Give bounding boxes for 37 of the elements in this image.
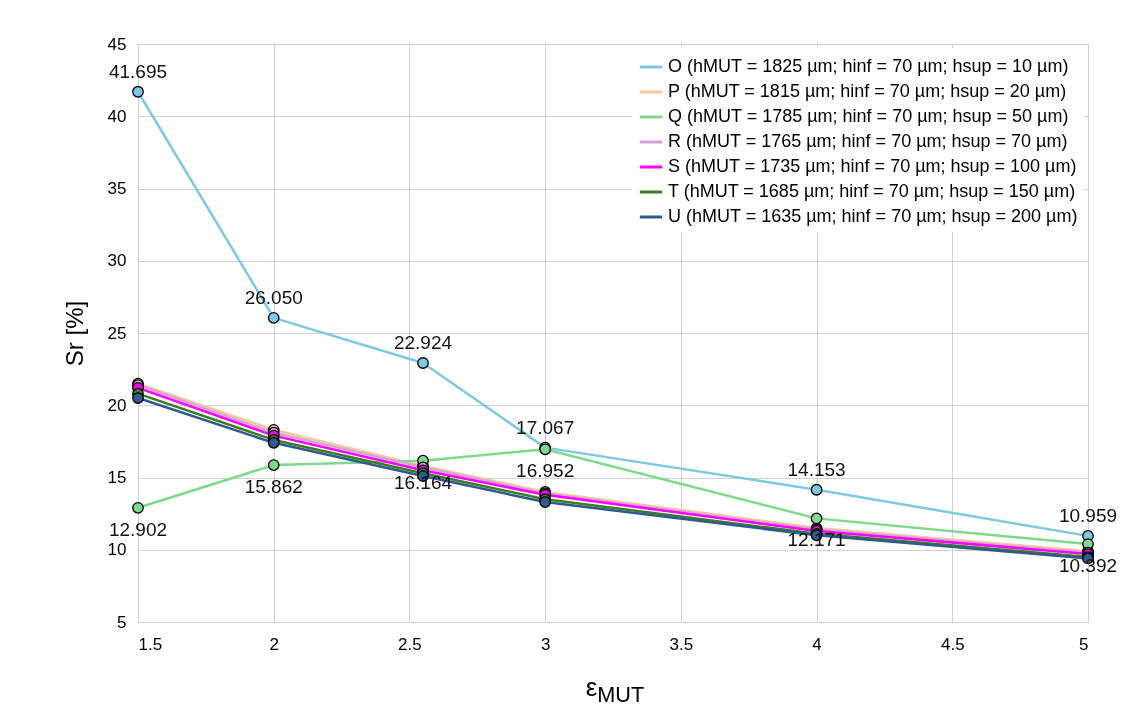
y-tick-label: 25	[107, 323, 127, 343]
data-label: 16.164	[393, 471, 453, 493]
x-tick-label: 4.5	[940, 634, 965, 654]
x-tick-label: 5	[1079, 634, 1089, 654]
legend-label: S (hMUT = 1735 µm; hinf = 70 µm; hsup = 100 µm)	[668, 156, 1077, 176]
y-tick-label: 15	[107, 468, 127, 487]
x-tick-label: 1.5	[138, 634, 163, 654]
legend-label: U (hMUT = 1635 µm; hinf = 70 µm; hsup = 200 µm)	[668, 206, 1078, 226]
data-label: 14.153	[787, 458, 846, 480]
y-tick-label: 5	[117, 612, 127, 632]
legend-label: O (hMUT = 1825 µm; hinf = 70 µm; hsup = 10 µm)	[668, 56, 1069, 76]
data-label: 41.695	[108, 60, 168, 82]
legend-label: Q (hMUT = 1785 µm; hinf = 70 µm; hsup = 50 µm)	[668, 106, 1069, 126]
y-tick-label: 35	[107, 179, 127, 198]
data-label: 10.392	[1058, 555, 1118, 577]
data-label: 22.924	[393, 332, 453, 353]
legend-label: R (hMUT = 1765 µm; hinf = 70 µm; hsup = 70 µm)	[668, 131, 1068, 151]
x-tick-label: 3.5	[669, 634, 694, 654]
data-label: 16.952	[516, 460, 575, 482]
data-label: 15.862	[244, 476, 303, 498]
y-tick-label: 30	[107, 251, 127, 271]
y-tick-label: 10	[107, 540, 127, 560]
x-tick-label: 2.5	[398, 634, 422, 654]
x-tick-label: 2	[269, 634, 279, 654]
y-tick-label: 20	[107, 395, 127, 415]
legend-label: P (hMUT = 1815 µm; hinf = 70 µm; hsup = 20 µm)	[668, 81, 1067, 101]
x-axis-title: ε$_{MUT}$	[584, 672, 646, 709]
x-tick-label: 4	[812, 634, 822, 654]
y-tick-label: 45	[107, 34, 127, 54]
data-label: 17.067	[516, 416, 575, 438]
data-label: 26.050	[244, 286, 303, 308]
data-label: 12.902	[108, 518, 168, 540]
y-tick-label: 40	[107, 106, 127, 126]
legend-label: T (hMUT = 1685 µm; hinf = 70 µm; hsup = 150 µm)	[668, 181, 1076, 201]
data-label: 10.959	[1058, 504, 1118, 526]
x-tick-label: 3	[540, 634, 551, 654]
y-axis-title: Sr [%]	[60, 300, 88, 367]
